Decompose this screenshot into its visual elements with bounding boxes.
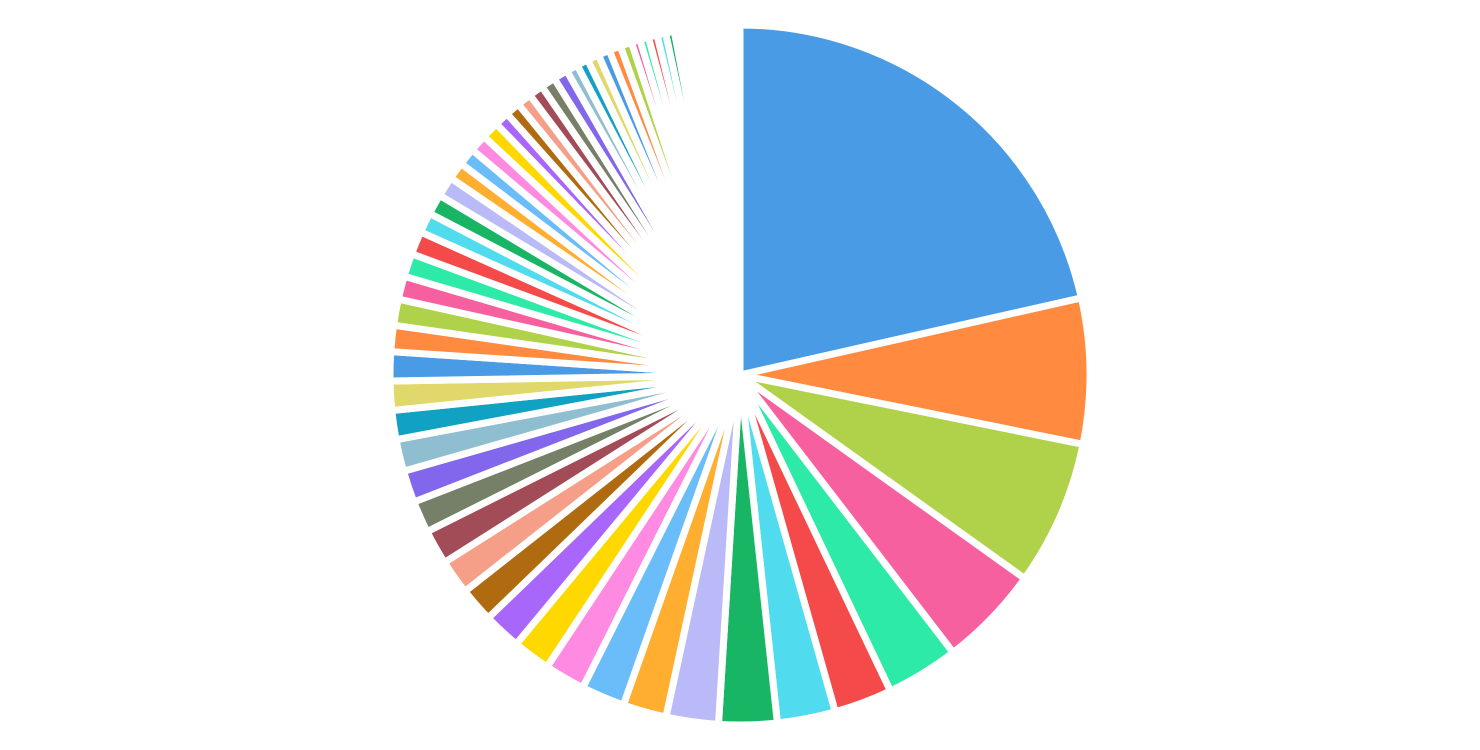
pie-slice-3 [737, 371, 1088, 584]
pie-slice-2 [739, 293, 1094, 449]
pie-slice-70 [735, 21, 744, 376]
pie-slice-1 [736, 21, 1086, 380]
